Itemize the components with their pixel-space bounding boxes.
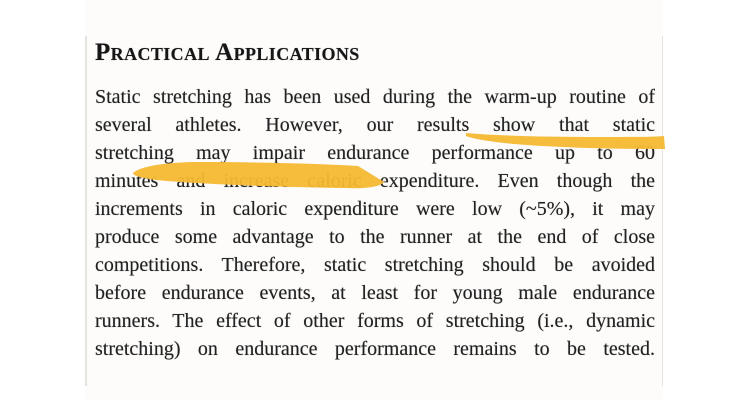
paragraph: Static stretching has been used during t… bbox=[95, 83, 655, 363]
page-edge-left bbox=[85, 36, 87, 386]
page-edge-right bbox=[661, 36, 663, 386]
paragraph-line-6: produce some advantage to the runner at … bbox=[95, 226, 655, 248]
paragraph-line-9: runners. The effect of other forms of st… bbox=[95, 310, 655, 332]
paragraph-line-5: increments in caloric expenditure were l… bbox=[95, 198, 655, 220]
paragraph-line-2: several athletes. However, our results s… bbox=[95, 114, 655, 136]
paragraph-line-1: Static stretching has been used during t… bbox=[95, 86, 655, 108]
paragraph-line-3: stretching may impair endurance performa… bbox=[95, 142, 655, 164]
paragraph-line-10: stretching) on endurance performance rem… bbox=[95, 338, 655, 360]
paragraph-line-7: competitions. Therefore, static stretchi… bbox=[95, 254, 655, 276]
document-page bbox=[85, 0, 663, 400]
paragraph-line-8: before endurance events, at least for yo… bbox=[95, 282, 655, 304]
paragraph-line-4: minutes and increase caloric expenditure… bbox=[95, 170, 655, 192]
section-heading: Practical Applications bbox=[95, 39, 360, 66]
